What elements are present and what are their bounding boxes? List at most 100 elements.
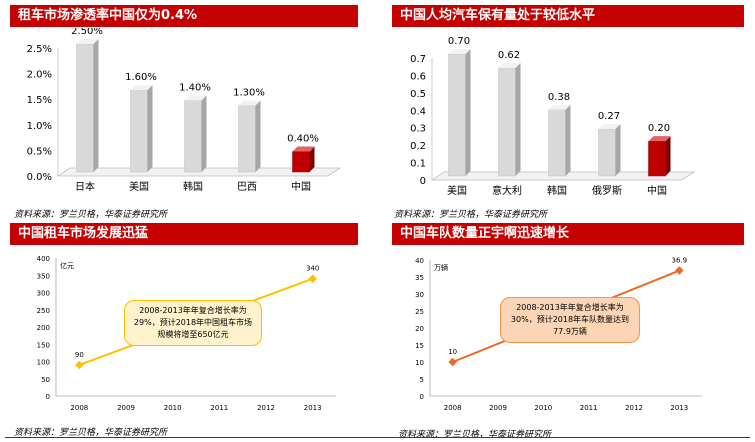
bar-front xyxy=(130,89,148,173)
y-tick-label: 250 xyxy=(37,307,50,315)
bar-side xyxy=(309,146,315,172)
y-tick-label: 40 xyxy=(415,257,424,265)
x-tick-label: 2010 xyxy=(534,404,552,412)
bar-side xyxy=(147,85,153,172)
data-label: 36.9 xyxy=(672,257,688,265)
x-tick-label: 2013 xyxy=(670,404,688,412)
y-tick-label: 30 xyxy=(415,291,424,299)
x-tick-label: 2008 xyxy=(70,404,88,412)
y-tick-label: 350 xyxy=(37,272,50,280)
panel1-source: 资料来源：罗兰贝格，华泰证券研究所 xyxy=(14,210,168,220)
bar xyxy=(292,146,315,173)
y-tick-label: 0.5 xyxy=(410,89,426,100)
unit-label: 亿元 xyxy=(60,261,74,270)
x-tick-label: 2009 xyxy=(489,404,507,412)
data-point xyxy=(75,360,84,370)
y-tick-label: 1.5% xyxy=(27,95,52,106)
bar-top xyxy=(238,100,261,106)
category-label: 俄罗斯 xyxy=(592,184,622,197)
panel3-callout: 2008-2013年年复合增长率为29%，预计2018年中国租车市场规模将增至6… xyxy=(124,300,262,346)
bar xyxy=(184,95,207,173)
y-tick-label: 300 xyxy=(37,290,50,298)
y-tick-label: 150 xyxy=(37,341,50,349)
x-tick-label: 2012 xyxy=(257,404,275,412)
fleet-size-chart: 0 5 10 15 20 25 30 35 40 万辆 2008 2009 2010 2011 2012 20… xyxy=(415,257,702,412)
category-label: 日本 xyxy=(75,180,95,193)
y-tick-label: 15 xyxy=(415,342,424,350)
y-tick-label: 10 xyxy=(415,359,424,367)
y-tick-label: 200 xyxy=(37,324,50,332)
bar xyxy=(238,100,261,173)
x-tick-label: 2011 xyxy=(210,404,228,412)
y-tick-label: 0 xyxy=(420,176,426,187)
x-tick-label: 2011 xyxy=(580,404,598,412)
y-tick-label: 0.4 xyxy=(410,106,426,117)
y-tick-label: 0.2 xyxy=(410,141,426,152)
data-label: 0.62 xyxy=(498,50,520,61)
data-label: 1.40% xyxy=(179,82,211,93)
y-tick-label: 0.1 xyxy=(410,159,426,170)
bar-side xyxy=(565,104,571,176)
category-label: 韩国 xyxy=(547,184,567,197)
bar-side xyxy=(201,95,207,172)
y-tick-label: 0 xyxy=(46,393,50,401)
data-label: 0.27 xyxy=(598,111,620,122)
y-tick-label: 0.3 xyxy=(410,124,426,135)
car-ownership-chart: 0 0.1 0.2 0.3 0.4 0.5 0.6 0.7 0.70 美国 0.62 意大利 0.38 韩… xyxy=(410,36,696,197)
bar-top xyxy=(448,49,471,54)
panel3-title: 中国租车市场发展迅猛 xyxy=(10,223,358,245)
rental-penetration-chart: 0.0% 0.5% 1.0% 1.5% 2.0% 2.5% 2.50% 日本 1.60% 美国 1.… xyxy=(27,28,342,193)
data-point xyxy=(448,357,457,367)
bar-front xyxy=(292,151,310,173)
y-tick-label: 50 xyxy=(41,376,50,384)
x-tick-label: 2012 xyxy=(625,404,643,412)
bar-front xyxy=(648,140,666,177)
unit-label: 万辆 xyxy=(434,263,448,272)
bar-top xyxy=(548,104,571,110)
bar-top xyxy=(498,62,521,68)
panel4-source: 资料来源：罗兰贝格，华泰证券研究所 xyxy=(398,430,552,440)
data-label: 2.50% xyxy=(71,28,103,37)
bar-top xyxy=(76,39,99,44)
category-label: 美国 xyxy=(129,180,149,193)
x-tick-label: 2009 xyxy=(117,404,135,412)
category-label: 意大利 xyxy=(492,184,522,197)
x-tick-label: 2013 xyxy=(304,404,322,412)
bar xyxy=(498,62,521,177)
data-label: 10 xyxy=(448,348,457,356)
bottom-divider xyxy=(5,437,750,438)
y-tick-label: 5 xyxy=(420,376,424,384)
bar-side xyxy=(515,62,521,176)
panel3-source: 资料来源：罗兰贝格，华泰证券研究所 xyxy=(14,428,168,438)
y-tick-label: 35 xyxy=(415,274,424,282)
data-label: 0.38 xyxy=(548,92,570,103)
bar-side xyxy=(615,123,621,176)
bar-front xyxy=(76,43,94,173)
category-label: 巴西 xyxy=(237,181,257,193)
bar xyxy=(548,104,571,177)
bar-front xyxy=(448,53,466,177)
bar-top xyxy=(292,146,315,152)
y-tick-label: 0.7 xyxy=(410,54,426,65)
data-point xyxy=(308,274,317,283)
category-label: 中国 xyxy=(291,180,311,193)
data-label: 1.60% xyxy=(125,72,157,83)
data-label: 0.20 xyxy=(648,123,670,134)
y-tick-label: 400 xyxy=(37,255,50,263)
bar-side xyxy=(665,136,671,176)
panel4-title: 中国车队数量正宇啊迅速增长 xyxy=(392,223,744,245)
bar-side xyxy=(255,100,261,172)
bar-front xyxy=(184,100,202,173)
data-label: 340 xyxy=(306,265,319,273)
bar-front xyxy=(598,128,616,177)
y-tick-label: 2.0% xyxy=(27,70,52,81)
panel4-callout: 2008-2013年年复合增长率为30%，预计2018年车队数量达到77.9万辆 xyxy=(500,297,640,343)
y-tick-label: 2.5% xyxy=(27,44,52,55)
y-tick-label: 0 xyxy=(420,393,424,401)
y-tick-label: 25 xyxy=(415,308,424,316)
bar xyxy=(76,39,99,173)
bar-top xyxy=(598,123,621,129)
data-label: 0.40% xyxy=(287,134,319,145)
y-tick-label: 0.5% xyxy=(27,146,52,157)
category-label: 韩国 xyxy=(183,180,203,193)
